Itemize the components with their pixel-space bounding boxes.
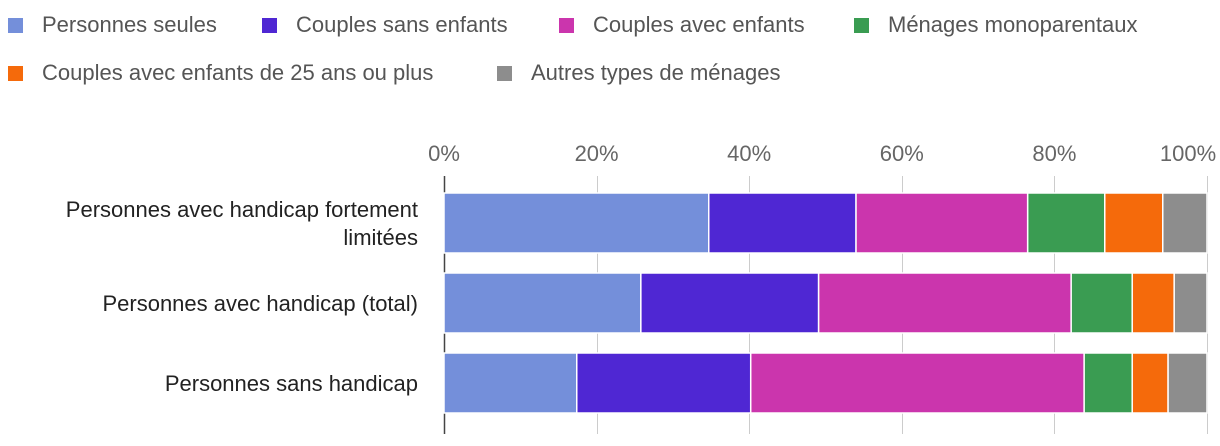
category-label-3: Personnes sans handicap: [165, 371, 418, 396]
x-tick-label-0: 0%: [428, 141, 460, 166]
x-tick-label-60: 60%: [880, 141, 924, 166]
bar-autres-types-de-menages-2: [1173, 272, 1208, 334]
legend-swatch-personnes-seules: [8, 17, 23, 33]
legend-label-autres-types: Autres types de ménages: [531, 60, 781, 85]
legend-label-menages-monoparentaux: Ménages monoparentaux: [888, 12, 1138, 37]
x-tick-label-80: 80%: [1032, 141, 1076, 166]
category-label-2: Personnes avec handicap (total): [102, 291, 418, 316]
x-tick-label-40: 40%: [727, 141, 771, 166]
bar-couples-sans-enfants-1: [708, 192, 857, 254]
bar-personnes-seules-2: [443, 272, 642, 334]
bar-personnes-seules-1: [443, 192, 710, 254]
legend-swatch-couples-sans-enfants: [262, 17, 277, 33]
bar-couples-avec-enfants-1: [855, 192, 1029, 254]
legend-item-couples-avec-enfants[interactable]: Couples avec enfants: [559, 10, 805, 40]
legend-item-menages-monoparentaux[interactable]: Ménages monoparentaux: [854, 10, 1138, 40]
bar-couples-avec-enfants-2: [817, 272, 1072, 334]
bar-couples-avec-enfants-de-25-ans-ou-plus-1: [1104, 192, 1164, 254]
category-labels: Personnes avec handicap fortement limitée…: [66, 197, 418, 396]
bar-couples-avec-enfants-de-25-ans-ou-plus-2: [1131, 272, 1175, 334]
bar-couples-avec-enfants-de-25-ans-ou-plus-3: [1131, 352, 1169, 414]
x-tick-label-100: 100%: [1160, 141, 1216, 166]
legend-swatch-autres-types: [497, 65, 512, 81]
legend-item-autres-types[interactable]: Autres types de ménages: [497, 58, 780, 88]
bar-menages-monoparentaux-3: [1083, 352, 1133, 414]
category-label-1-line-1: Personnes avec handicap fortement: [66, 197, 418, 222]
legend-label-personnes-seules: Personnes seules: [42, 12, 217, 37]
category-label-1-line-2: limitées: [343, 225, 418, 250]
x-axis-tick-labels: 0% 20% 40% 60% 80% 100%: [428, 141, 1216, 166]
legend-swatch-couples-avec-enfants: [559, 17, 574, 33]
legend-item-couples-avec-enfants-25-ans[interactable]: Couples avec enfants de 25 ans ou plus: [8, 58, 433, 88]
legend-swatch-couples-avec-enfants-25-ans: [8, 65, 23, 81]
bar-couples-avec-enfants-3: [749, 352, 1085, 414]
legend-label-couples-avec-enfants: Couples avec enfants: [593, 12, 805, 37]
legend: Personnes seules Couples sans enfants Co…: [0, 0, 1220, 110]
bar-menages-monoparentaux-1: [1026, 192, 1106, 254]
legend-label-couples-sans-enfants: Couples sans enfants: [296, 12, 508, 37]
x-tick-label-20: 20%: [575, 141, 619, 166]
legend-item-couples-sans-enfants[interactable]: Couples sans enfants: [262, 10, 508, 40]
bar-personnes-seules-3: [443, 352, 578, 414]
legend-label-couples-avec-enfants-25-ans: Couples avec enfants de 25 ans ou plus: [42, 60, 434, 85]
bars: [443, 192, 1208, 414]
legend-swatch-menages-monoparentaux: [854, 17, 869, 33]
legend-item-personnes-seules[interactable]: Personnes seules: [8, 10, 217, 40]
bar-menages-monoparentaux-2: [1070, 272, 1133, 334]
bar-couples-sans-enfants-2: [640, 272, 820, 334]
bar-autres-types-de-menages-3: [1167, 352, 1208, 414]
bar-autres-types-de-menages-1: [1161, 192, 1208, 254]
bar-couples-sans-enfants-3: [576, 352, 752, 414]
